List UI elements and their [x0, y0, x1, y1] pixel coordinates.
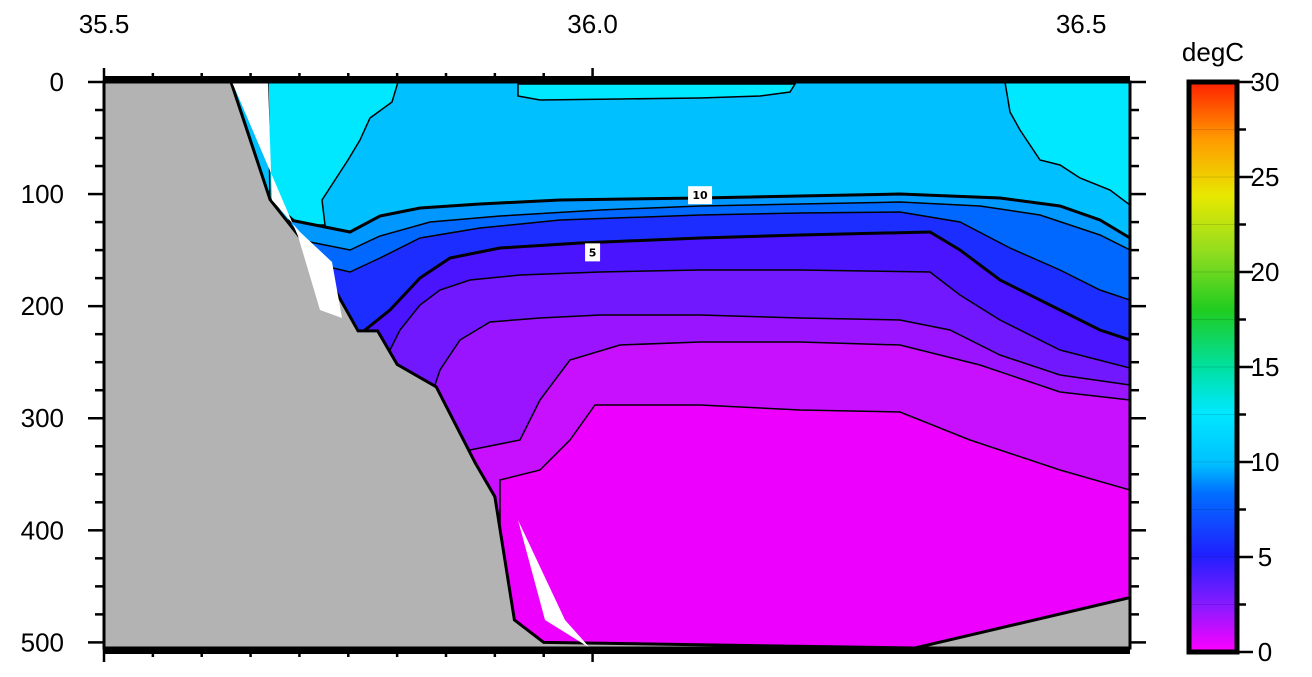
x-tick-label: 35.5 [79, 9, 130, 39]
contour-label-box [585, 243, 601, 262]
colorbar-tick-label: 5 [1258, 542, 1272, 572]
missing-data-wedge-upper [232, 82, 342, 318]
colorbar-tick-label: 0 [1258, 637, 1272, 667]
colorbar-tick-label: 20 [1251, 257, 1280, 287]
y-tick-label: 500 [21, 627, 64, 657]
y-axis: 0 100 200 300 400 500 [21, 67, 1146, 657]
contour-labels: 10 5 [585, 186, 713, 262]
colorbar-tick-label: 25 [1251, 162, 1280, 192]
contour-label: 5 [589, 246, 597, 259]
colorbar: degC 0 5 10 15 20 25 30 [1182, 37, 1280, 667]
contour-label: 10 [692, 189, 708, 202]
x-tick-label: 36.5 [1056, 9, 1107, 39]
x-tick-label: 36.0 [567, 9, 618, 39]
colorbar-tick-label: 15 [1251, 352, 1280, 382]
band-surface-center [517, 83, 797, 101]
y-tick-label: 400 [21, 515, 64, 545]
missing-data-wedge-lower [518, 520, 590, 648]
colorbar-tick-label: 30 [1251, 67, 1280, 97]
y-tick-label: 300 [21, 403, 64, 433]
band-08 [499, 404, 1130, 648]
y-tick-label: 100 [21, 179, 64, 209]
colorbar-tick-label: 10 [1251, 447, 1280, 477]
x-axis: 35.5 36.0 36.5 [79, 9, 1107, 662]
band-surface-right [1004, 82, 1130, 206]
y-tick-label: 200 [21, 291, 64, 321]
colorbar-title: degC [1182, 37, 1244, 67]
contour-label-box [688, 186, 713, 205]
colorbar-ticks: 0 5 10 15 20 25 30 [1189, 67, 1279, 667]
plot-area: 10 5 [104, 82, 1130, 648]
y-tick-label: 0 [50, 67, 64, 97]
